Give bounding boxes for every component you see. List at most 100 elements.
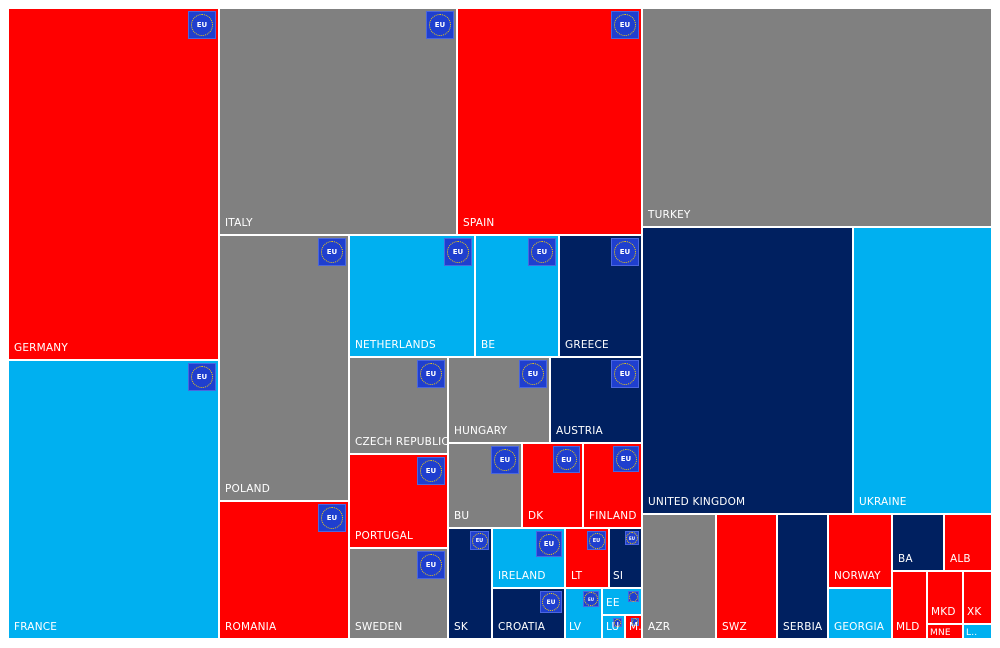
treemap-cell-lt[interactable]: EU LT (566, 529, 608, 587)
cell-label: L.. (966, 628, 978, 638)
eu-flag-icon: EU (625, 531, 639, 545)
cell-label: DK (528, 510, 544, 522)
eu-flag-icon: EU (188, 363, 216, 391)
cell-label: M.. (629, 621, 641, 633)
eu-flag-icon: EU (613, 446, 639, 472)
eu-flag-icon (628, 591, 639, 602)
cell-label: FINLAND (589, 510, 637, 522)
treemap-cell-czech-republic[interactable]: EU CZECH REPUBLIC (350, 358, 447, 453)
treemap-cell-hungary[interactable]: EU HUNGARY (449, 358, 549, 442)
cell-label: GEORGIA (834, 621, 885, 633)
eu-flag-icon: EU (318, 238, 346, 266)
treemap-cell-turkey[interactable]: TURKEY (643, 9, 991, 226)
eu-flag-icon: EU (417, 551, 445, 579)
eu-flag-icon: EU (536, 531, 562, 557)
treemap-cell-portugal[interactable]: EU PORTUGAL (350, 455, 447, 547)
cell-label: ITALY (225, 217, 253, 229)
treemap-cell-united-kingdom[interactable]: UNITED KINGDOM (643, 228, 852, 513)
cell-label: ALB (950, 553, 971, 565)
eu-flag-icon: EU (444, 238, 472, 266)
eu-flag-icon: EU (611, 238, 639, 266)
eu-flag-icon: EU (519, 360, 547, 388)
eu-flag-icon: EU (470, 531, 489, 550)
cell-label: BA (898, 553, 913, 565)
cell-label: MNE (930, 628, 951, 638)
treemap-cell-romania[interactable]: EU ROMANIA (220, 502, 348, 638)
cell-label: GREECE (565, 339, 609, 351)
treemap-cell-lu[interactable]: LU (603, 616, 624, 638)
treemap-cell-croatia[interactable]: EU CROATIA (493, 589, 564, 638)
cell-label: FRANCE (14, 621, 58, 633)
cell-label: NETHERLANDS (355, 339, 436, 351)
treemap-cell-mkd[interactable]: MKD (928, 572, 962, 623)
treemap-cell-sweden[interactable]: EU SWEDEN (350, 549, 447, 638)
eu-flag-icon: EU (318, 504, 346, 532)
treemap-cell-mld[interactable]: MLD (893, 572, 926, 638)
treemap-cell-mne[interactable]: MNE (928, 625, 962, 638)
treemap-cell-bu[interactable]: EU BU (449, 444, 521, 527)
treemap-cell-netherlands[interactable]: EU NETHERLANDS (350, 236, 474, 356)
cell-label: UKRAINE (859, 496, 907, 508)
cell-label: CROATIA (498, 621, 546, 633)
treemap-cell-germany[interactable]: EU GERMANY (9, 9, 218, 359)
treemap-cell-poland[interactable]: EU POLAND (220, 236, 348, 500)
cell-label: IRELAND (498, 570, 546, 582)
treemap-cell-sk[interactable]: EU SK (449, 529, 491, 638)
cell-label: BU (454, 510, 470, 522)
treemap-cell-spain[interactable]: EU SPAIN (458, 9, 641, 234)
cell-label: GERMANY (14, 342, 68, 354)
treemap-cell-xk[interactable]: XK (964, 572, 991, 623)
cell-label: AZR (648, 621, 671, 633)
treemap-cell-france[interactable]: EU FRANCE (9, 361, 218, 638)
cell-label: ROMANIA (225, 621, 277, 633)
eu-flag-icon: EU (540, 591, 562, 613)
eu-flag-icon: EU (491, 446, 519, 474)
cell-label: NORWAY (834, 570, 881, 582)
cell-label: XK (967, 606, 982, 618)
cell-label: UNITED KINGDOM (648, 496, 746, 508)
eu-flag-icon: EU (417, 360, 445, 388)
eu-flag-icon: EU (188, 11, 216, 39)
eu-flag-icon: EU (528, 238, 556, 266)
treemap-cell-austria[interactable]: EU AUSTRIA (551, 358, 641, 442)
cell-label: TURKEY (648, 209, 691, 221)
treemap-cell-m[interactable]: M.. (626, 616, 641, 638)
cell-label: SERBIA (783, 621, 823, 633)
treemap-cell-greece[interactable]: EU GREECE (560, 236, 641, 356)
cell-label: CZECH REPUBLIC (355, 436, 447, 448)
treemap-cell-ireland[interactable]: EU IRELAND (493, 529, 564, 587)
cell-label: BE (481, 339, 496, 351)
treemap-cell-finland[interactable]: EU FINLAND (584, 444, 641, 527)
treemap-cell-ee[interactable]: EE (603, 589, 641, 614)
eu-flag-icon: EU (611, 11, 639, 39)
treemap-cell-swz[interactable]: SWZ (717, 515, 776, 638)
cell-label: SI (613, 570, 624, 582)
eu-flag-icon (631, 618, 639, 626)
treemap-cell-l[interactable]: L.. (964, 625, 991, 638)
treemap-cell-azr[interactable]: AZR (643, 515, 715, 638)
eu-flag-icon: EU (583, 591, 599, 607)
eu-flag-icon: EU (587, 531, 606, 550)
treemap-cell-alb[interactable]: ALB (945, 515, 991, 570)
treemap-cell-georgia[interactable]: GEORGIA (829, 589, 891, 638)
eu-flag-icon: EU (553, 446, 580, 473)
cell-label: LV (569, 621, 582, 633)
treemap-cell-ukraine[interactable]: UKRAINE (854, 228, 991, 513)
cell-label: PORTUGAL (355, 530, 413, 542)
cell-label: MLD (896, 621, 920, 633)
cell-label: AUSTRIA (556, 425, 603, 437)
treemap-cell-lv[interactable]: EU LV (566, 589, 601, 638)
treemap-cell-si[interactable]: EU SI (610, 529, 641, 587)
cell-label: LT (571, 570, 583, 582)
treemap-cell-ba[interactable]: BA (893, 515, 943, 570)
treemap-cell-italy[interactable]: EU ITALY (220, 9, 456, 234)
treemap-cell-be[interactable]: EU BE (476, 236, 558, 356)
treemap-cell-dk[interactable]: EU DK (523, 444, 582, 527)
cell-label: LU (606, 621, 620, 633)
treemap-cell-norway[interactable]: NORWAY (829, 515, 891, 587)
cell-label: MKD (931, 606, 956, 618)
cell-label: SWZ (722, 621, 747, 633)
treemap-cell-serbia[interactable]: SERBIA (778, 515, 827, 638)
cell-label: EE (606, 597, 620, 609)
